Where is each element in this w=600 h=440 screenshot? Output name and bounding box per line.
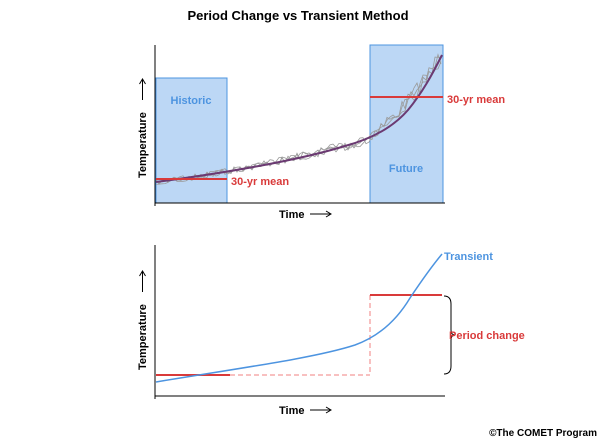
period-change-label: Period change (449, 330, 525, 342)
historic-mean-label: 30-yr mean (231, 176, 289, 188)
bottom-x-axis-label: Time (279, 405, 304, 417)
top-x-axis-label: Time (279, 209, 304, 221)
transient-label: Transient (444, 251, 493, 263)
historic-label: Historic (171, 95, 212, 107)
bottom-panel: Transient Period change Temperature Time (137, 245, 525, 417)
future-period-box (369, 44, 444, 204)
top-x-axis-arrow-icon (310, 210, 332, 218)
credit-text: ©The COMET Program (489, 428, 597, 439)
transient-curve (155, 253, 443, 383)
trend-curve (155, 54, 443, 183)
top-y-axis-label: Temperature (137, 112, 149, 178)
diagram-title: Period Change vs Transient Method (187, 8, 408, 23)
top-y-axis-arrow-icon (139, 78, 146, 100)
future-mean-label: 30-yr mean (447, 94, 505, 106)
period-change-brace (443, 295, 456, 375)
noise-trace (155, 61, 442, 184)
bottom-y-axis-arrow-icon (139, 270, 146, 292)
top-panel: Historic Future 30-yr mean 30-yr mean Te… (137, 44, 505, 221)
future-label: Future (389, 163, 423, 175)
bottom-x-axis-arrow-icon (310, 406, 332, 414)
bottom-y-axis-label: Temperature (137, 304, 149, 370)
